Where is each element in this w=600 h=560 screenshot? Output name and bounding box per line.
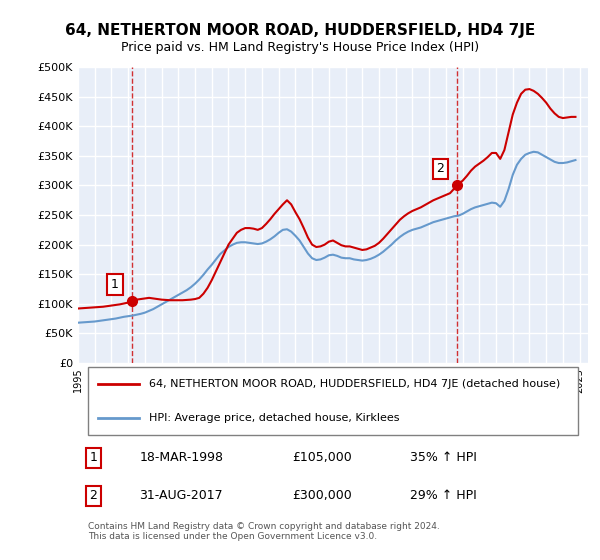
Text: Price paid vs. HM Land Registry's House Price Index (HPI): Price paid vs. HM Land Registry's House … xyxy=(121,41,479,54)
Text: 31-AUG-2017: 31-AUG-2017 xyxy=(139,489,223,502)
Text: 35% ↑ HPI: 35% ↑ HPI xyxy=(409,451,476,464)
Text: 18-MAR-1998: 18-MAR-1998 xyxy=(139,451,223,464)
Text: 64, NETHERTON MOOR ROAD, HUDDERSFIELD, HD4 7JE: 64, NETHERTON MOOR ROAD, HUDDERSFIELD, H… xyxy=(65,24,535,38)
Text: £300,000: £300,000 xyxy=(292,489,352,502)
Text: 29% ↑ HPI: 29% ↑ HPI xyxy=(409,489,476,502)
FancyBboxPatch shape xyxy=(88,367,578,435)
Text: 1: 1 xyxy=(111,278,119,291)
Text: 2: 2 xyxy=(89,489,97,502)
Text: Contains HM Land Registry data © Crown copyright and database right 2024.
This d: Contains HM Land Registry data © Crown c… xyxy=(88,522,440,541)
Text: 2: 2 xyxy=(436,162,444,175)
Text: HPI: Average price, detached house, Kirklees: HPI: Average price, detached house, Kirk… xyxy=(149,413,400,423)
Text: 64, NETHERTON MOOR ROAD, HUDDERSFIELD, HD4 7JE (detached house): 64, NETHERTON MOOR ROAD, HUDDERSFIELD, H… xyxy=(149,379,560,389)
Text: 1: 1 xyxy=(89,451,97,464)
Text: £105,000: £105,000 xyxy=(292,451,352,464)
